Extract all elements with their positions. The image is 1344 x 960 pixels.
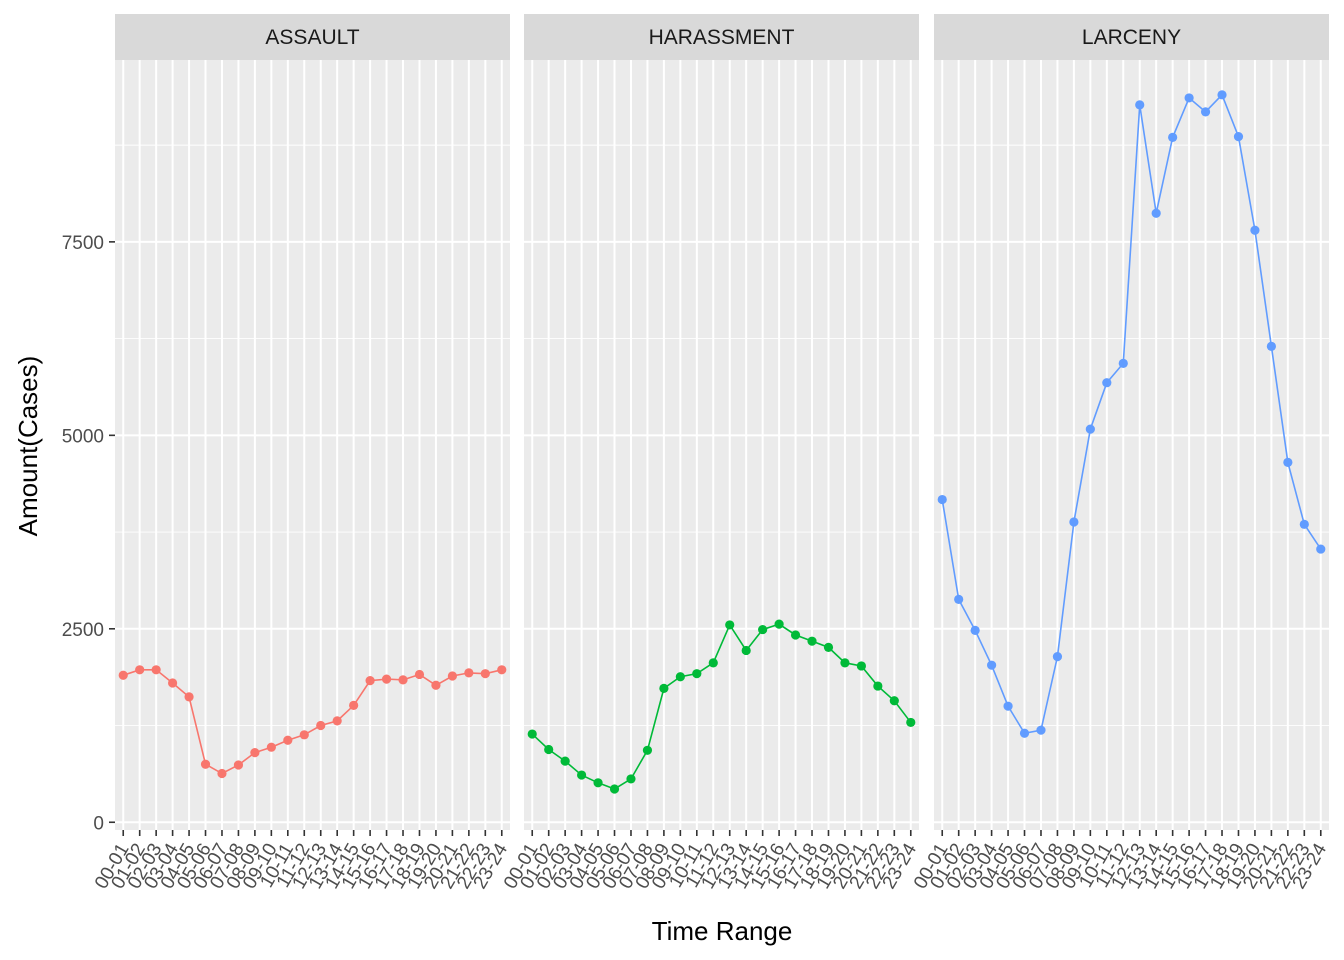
data-point: [725, 620, 735, 630]
data-point: [1151, 208, 1161, 218]
data-point: [954, 594, 964, 604]
data-point: [184, 692, 194, 702]
data-point: [626, 774, 636, 784]
y-tick-label: 2500: [62, 620, 104, 641]
data-point: [480, 669, 490, 679]
panel-background: [934, 60, 1329, 830]
data-point: [659, 683, 669, 693]
y-tick-label: 5000: [62, 426, 104, 447]
data-point: [1168, 132, 1178, 142]
data-point: [200, 759, 211, 769]
series-line-larceny: [941, 93, 1322, 735]
data-point: [1135, 100, 1145, 110]
data-point: [283, 735, 293, 745]
data-point: [1069, 517, 1079, 527]
data-point: [118, 670, 128, 680]
data-point: [1283, 457, 1293, 468]
data-point: [151, 665, 161, 675]
data-point: [840, 658, 850, 668]
facet-strip-label: HARASSMENT: [649, 26, 795, 49]
data-point: [1085, 424, 1095, 434]
data-point: [497, 665, 507, 675]
data-point: [1184, 93, 1194, 103]
data-point: [889, 696, 899, 706]
data-point: [1233, 132, 1244, 142]
data-point: [1118, 358, 1128, 368]
panel-larceny: LARCENY00-0101-0202-0303-0404-0505-0606-…: [910, 14, 1331, 893]
data-point: [299, 730, 309, 740]
panel-harassment: HARASSMENT00-0101-0202-0303-0404-0505-06…: [500, 14, 921, 893]
data-point: [987, 660, 997, 670]
y-tick-label: 7500: [62, 233, 104, 254]
y-tick-label: 0: [93, 813, 104, 834]
data-point: [266, 742, 276, 752]
data-point: [233, 760, 244, 770]
y-axis-title: Amount(Cases): [13, 356, 43, 537]
data-point: [1102, 378, 1112, 388]
data-point: [577, 770, 587, 780]
facet-strip: [934, 14, 1329, 60]
data-point: [937, 494, 947, 505]
data-point: [250, 748, 260, 758]
data-point: [1316, 544, 1326, 554]
data-point: [365, 676, 375, 686]
data-point: [1266, 341, 1276, 351]
data-point: [758, 624, 768, 635]
data-point: [708, 658, 718, 668]
facet-strip: [524, 14, 919, 60]
facet-strip: [115, 14, 510, 60]
data-point: [823, 642, 834, 652]
data-point: [527, 729, 537, 739]
data-point: [1019, 728, 1030, 738]
data-point: [1299, 519, 1309, 529]
data-point: [431, 680, 441, 690]
data-point: [316, 720, 326, 731]
data-point: [906, 717, 916, 728]
data-point: [675, 672, 685, 682]
data-point: [807, 636, 817, 646]
data-point: [217, 768, 227, 779]
data-point: [168, 678, 178, 688]
data-point: [790, 630, 801, 640]
data-point: [447, 671, 457, 681]
data-point: [609, 784, 620, 794]
data-point: [560, 756, 570, 766]
panel-background: [524, 60, 919, 830]
data-point: [970, 625, 980, 635]
data-point: [873, 681, 883, 691]
data-point: [332, 716, 342, 726]
data-point: [774, 619, 784, 629]
data-point: [741, 645, 751, 656]
data-point: [135, 665, 145, 675]
data-point: [593, 778, 603, 788]
data-point: [349, 700, 359, 711]
data-point: [398, 675, 408, 685]
x-axis-title: Time Range: [652, 916, 793, 946]
panels-layer: ASSAULT00-0101-0202-0303-0404-0505-0606-…: [91, 14, 1331, 893]
data-point: [1250, 225, 1260, 235]
data-point: [1217, 90, 1227, 100]
y-axis: 0 2500 5000 7500: [62, 233, 115, 834]
data-point: [692, 669, 702, 679]
data-point: [856, 661, 866, 671]
panel-background: [115, 60, 510, 830]
data-point: [381, 674, 392, 684]
data-point: [544, 744, 554, 755]
data-point: [642, 745, 653, 755]
data-point: [1200, 107, 1211, 117]
panel-assault: ASSAULT00-0101-0202-0303-0404-0505-0606-…: [91, 14, 512, 893]
data-point: [464, 668, 474, 678]
data-point: [1052, 652, 1063, 662]
data-point: [1003, 701, 1013, 711]
data-point: [1036, 725, 1046, 735]
data-point: [414, 669, 425, 680]
facet-strip-label: ASSAULT: [265, 26, 359, 49]
facet-strip-label: LARCENY: [1082, 26, 1181, 49]
